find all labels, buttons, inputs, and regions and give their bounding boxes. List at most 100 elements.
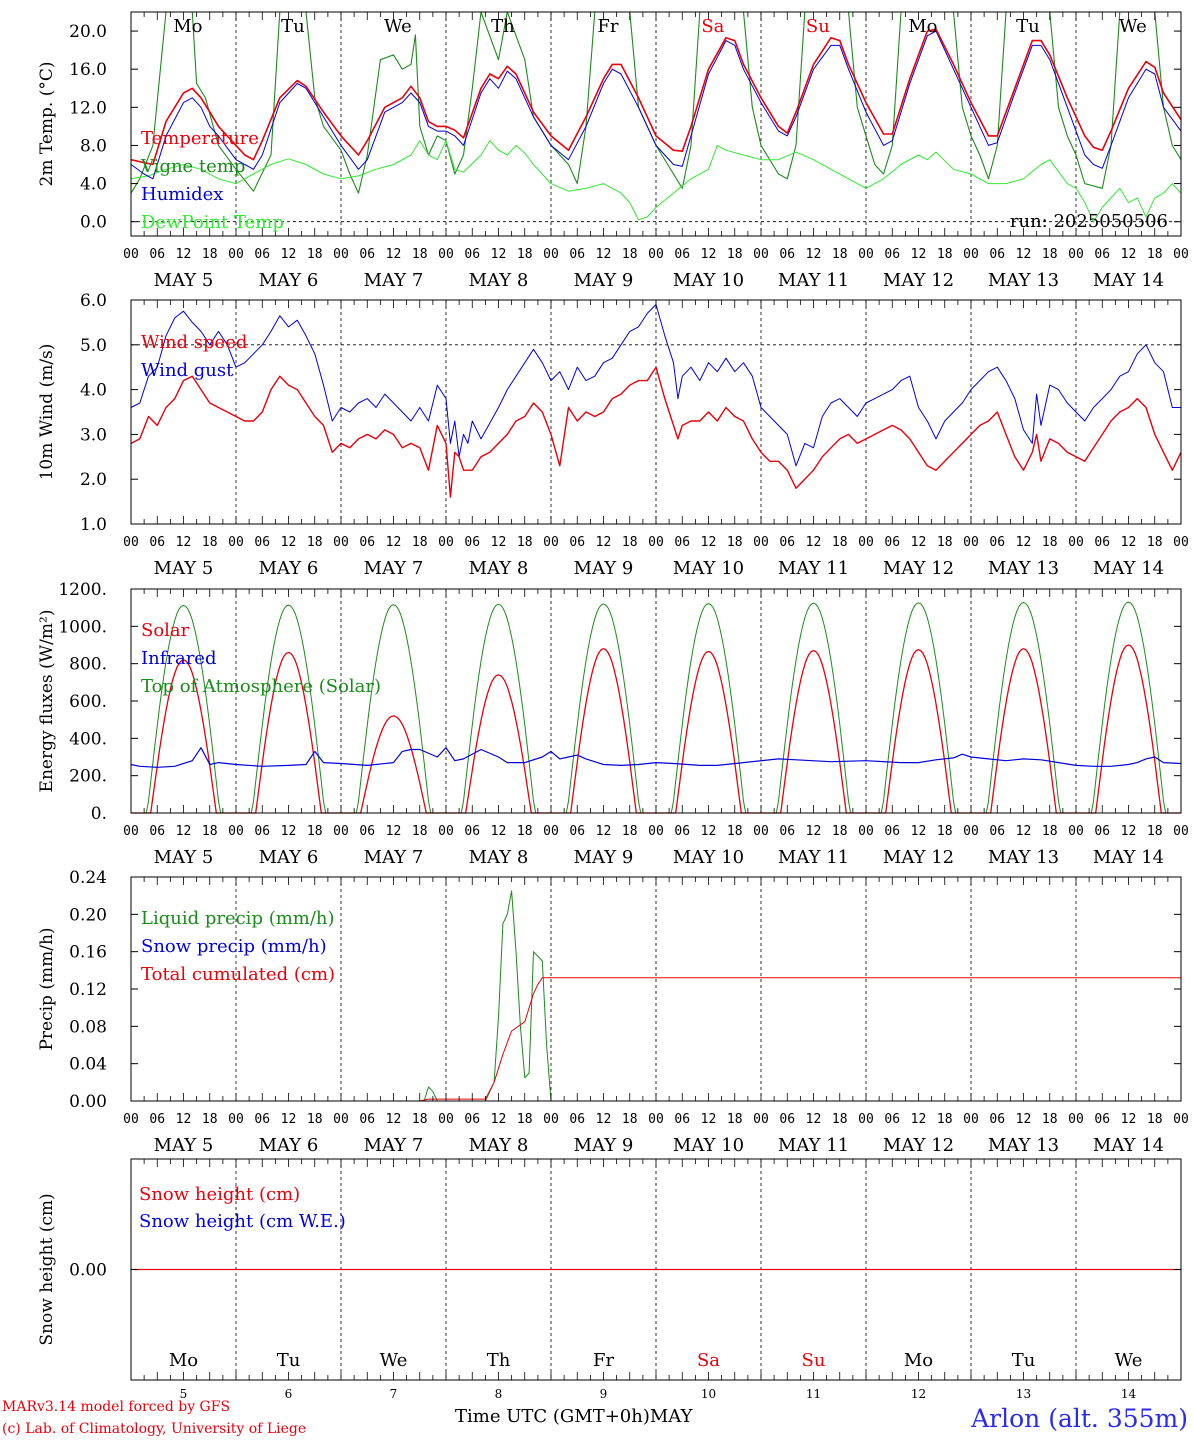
- hour-tick-label: 06: [674, 1112, 690, 1127]
- hour-tick-label: 06: [359, 535, 375, 550]
- day-number: 11: [806, 1387, 821, 1400]
- hour-tick-label: 18: [937, 824, 953, 839]
- hour-tick-label: 06: [149, 1112, 165, 1127]
- hour-tick-label: 06: [464, 1112, 480, 1127]
- day-label: MAY 8: [469, 1135, 529, 1156]
- day-label: MAY 10: [673, 1135, 744, 1156]
- hour-tick-label: 18: [307, 1112, 323, 1127]
- hour-tick-label: 12: [176, 535, 192, 550]
- hour-tick-label: 00: [858, 247, 874, 262]
- hour-tick-label: 06: [569, 824, 585, 839]
- hour-tick-label: 00: [228, 824, 244, 839]
- lab-credit: (c) Lab. of Climatology, University of L…: [2, 1421, 307, 1437]
- hour-tick-label: 00: [753, 1112, 769, 1127]
- hour-tick-label: 18: [1042, 1112, 1058, 1127]
- plot-frame: [130, 299, 1182, 525]
- day-label: MAY 6: [259, 1135, 319, 1156]
- weekday-label: Mo: [173, 16, 202, 37]
- hour-tick-label: 12: [281, 247, 297, 262]
- y-axis-label: Snow height (cm): [37, 1193, 57, 1345]
- hour-tick-label: 00: [963, 535, 979, 550]
- legend-entry: DewPoint Temp: [141, 212, 284, 233]
- day-number: 5: [180, 1387, 188, 1400]
- hour-tick-label: 12: [911, 824, 927, 839]
- legend-entry: Snow height (cm W.E.): [139, 1211, 346, 1232]
- hour-tick-label: 18: [727, 247, 743, 262]
- hour-tick-label: 06: [779, 1112, 795, 1127]
- y-tick-label: 16.0: [69, 60, 107, 80]
- hour-tick-label: 00: [753, 535, 769, 550]
- weekday-label: Tu: [277, 1350, 301, 1371]
- y-tick-label: 800.: [69, 655, 107, 675]
- hour-tick-label: 00: [1068, 247, 1084, 262]
- y-tick-label: 4.0: [80, 381, 107, 401]
- legend-entry: Infrared: [141, 648, 216, 669]
- y-tick-label: 0.00: [69, 1092, 107, 1112]
- hour-tick-label: 18: [832, 535, 848, 550]
- y-tick-label: 1.0: [80, 515, 107, 535]
- hour-tick-label: 00: [963, 1112, 979, 1127]
- hour-tick-label: 00: [543, 535, 559, 550]
- hour-tick-label: 06: [674, 824, 690, 839]
- day-label: MAY 9: [574, 1135, 634, 1156]
- day-label: MAY 12: [883, 1135, 954, 1156]
- day-label: MAY 5: [154, 270, 214, 291]
- hour-tick-label: 06: [464, 247, 480, 262]
- day-number: 6: [285, 1387, 293, 1400]
- hour-tick-label: 00: [228, 247, 244, 262]
- hour-tick-label: 12: [176, 247, 192, 262]
- hour-tick-label: 18: [412, 247, 428, 262]
- hour-tick-label: 12: [491, 824, 507, 839]
- hour-tick-label: 06: [149, 247, 165, 262]
- hour-tick-label: 06: [569, 1112, 585, 1127]
- hour-tick-label: 18: [832, 247, 848, 262]
- hour-tick-label: 00: [123, 247, 139, 262]
- hour-tick-label: 06: [149, 824, 165, 839]
- legend-entry: Snow precip (mm/h): [141, 936, 327, 957]
- weekday-label: We: [1119, 16, 1147, 37]
- weekday-label: Tu: [1012, 1350, 1036, 1371]
- y-tick-label: 3.0: [80, 425, 107, 445]
- weekday-label: Mo: [908, 16, 937, 37]
- hour-tick-label: 06: [989, 247, 1005, 262]
- hour-tick-label: 06: [149, 535, 165, 550]
- hour-tick-label: 12: [1121, 824, 1137, 839]
- hour-tick-label: 00: [438, 824, 454, 839]
- hour-tick-label: 00: [228, 535, 244, 550]
- hour-tick-label: 18: [1147, 535, 1163, 550]
- hour-tick-label: 12: [911, 1112, 927, 1127]
- hour-tick-label: 12: [1016, 247, 1032, 262]
- panel-5: [130, 1158, 1182, 1381]
- day-label: MAY 8: [469, 270, 529, 291]
- weekday-label: We: [384, 16, 412, 37]
- hour-tick-label: 12: [1121, 247, 1137, 262]
- y-tick-label: 600.: [69, 692, 107, 712]
- hour-tick-label: 00: [123, 824, 139, 839]
- day-label: MAY 5: [154, 558, 214, 579]
- hour-tick-label: 00: [648, 247, 664, 262]
- day-label: MAY 8: [469, 847, 529, 868]
- hour-tick-label: 06: [674, 535, 690, 550]
- series-infrared: [130, 747, 1182, 768]
- series-temperature: [130, 28, 1182, 166]
- legend-entry: Solar: [141, 620, 190, 641]
- hour-tick-label: 06: [254, 824, 270, 839]
- series-humidex: [130, 30, 1182, 180]
- hour-tick-label: 00: [648, 824, 664, 839]
- day-label: MAY 7: [364, 847, 424, 868]
- hour-tick-label: 12: [281, 1112, 297, 1127]
- hour-tick-label: 12: [386, 535, 402, 550]
- hour-tick-label: 18: [307, 535, 323, 550]
- hour-tick-label: 12: [1121, 1112, 1137, 1127]
- day-label: MAY 11: [778, 847, 849, 868]
- hour-tick-label: 18: [1042, 247, 1058, 262]
- hour-tick-label: 18: [727, 824, 743, 839]
- y-tick-label: 0.12: [69, 980, 107, 1000]
- series-dewpoint-temp: [130, 140, 1182, 223]
- station-title: Arlon (alt. 355m): [971, 1404, 1188, 1433]
- hour-tick-label: 00: [438, 247, 454, 262]
- hour-tick-label: 00: [963, 824, 979, 839]
- day-number: 9: [600, 1387, 608, 1400]
- hour-tick-label: 18: [832, 1112, 848, 1127]
- hour-tick-label: 06: [1094, 247, 1110, 262]
